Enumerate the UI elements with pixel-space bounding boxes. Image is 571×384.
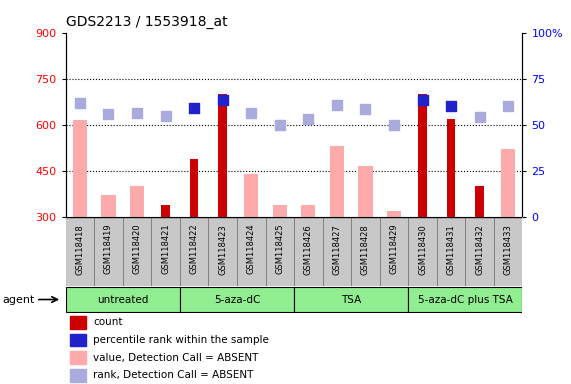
Bar bbox=[387, 211, 401, 217]
Text: rank, Detection Call = ABSENT: rank, Detection Call = ABSENT bbox=[93, 371, 254, 381]
Point bbox=[218, 97, 227, 103]
Bar bbox=[418, 94, 427, 217]
Point bbox=[104, 111, 113, 117]
Text: 5-aza-dC plus TSA: 5-aza-dC plus TSA bbox=[418, 295, 513, 305]
Point bbox=[304, 116, 313, 122]
Point bbox=[247, 109, 256, 116]
Text: GSM118420: GSM118420 bbox=[132, 224, 142, 275]
Bar bbox=[219, 94, 227, 217]
Point bbox=[275, 122, 284, 128]
Text: TSA: TSA bbox=[341, 295, 361, 305]
FancyBboxPatch shape bbox=[66, 287, 180, 312]
FancyBboxPatch shape bbox=[294, 287, 408, 312]
Bar bbox=[501, 149, 515, 217]
Text: GSM118419: GSM118419 bbox=[104, 224, 113, 275]
Text: GDS2213 / 1553918_at: GDS2213 / 1553918_at bbox=[66, 15, 227, 29]
Text: agent: agent bbox=[3, 295, 35, 305]
Text: GSM118433: GSM118433 bbox=[504, 224, 513, 275]
Bar bbox=[162, 205, 170, 217]
Text: percentile rank within the sample: percentile rank within the sample bbox=[93, 335, 269, 345]
Point bbox=[75, 100, 85, 106]
Bar bbox=[475, 186, 484, 217]
Point bbox=[132, 109, 142, 116]
Text: GSM118418: GSM118418 bbox=[75, 224, 85, 275]
Point bbox=[161, 113, 170, 119]
Text: GSM118424: GSM118424 bbox=[247, 224, 256, 275]
Bar bbox=[73, 120, 87, 217]
Point bbox=[447, 103, 456, 109]
Point bbox=[475, 114, 484, 120]
Text: GSM118423: GSM118423 bbox=[218, 224, 227, 275]
Text: GSM118425: GSM118425 bbox=[275, 224, 284, 275]
Point bbox=[389, 122, 399, 128]
Bar bbox=[330, 146, 344, 217]
Bar bbox=[244, 174, 258, 217]
Text: GSM118426: GSM118426 bbox=[304, 224, 313, 275]
Point bbox=[418, 97, 427, 103]
Text: GSM118421: GSM118421 bbox=[161, 224, 170, 275]
Text: GSM118422: GSM118422 bbox=[190, 224, 199, 275]
Text: 5-aza-dC: 5-aza-dC bbox=[214, 295, 260, 305]
Bar bbox=[70, 369, 86, 382]
Point bbox=[332, 102, 341, 108]
Point bbox=[190, 105, 199, 111]
Bar bbox=[190, 159, 199, 217]
Bar bbox=[273, 205, 287, 217]
FancyBboxPatch shape bbox=[180, 287, 294, 312]
Point bbox=[361, 106, 370, 113]
Bar bbox=[301, 205, 315, 217]
Text: count: count bbox=[93, 317, 123, 327]
Text: GSM118430: GSM118430 bbox=[418, 224, 427, 275]
Bar bbox=[359, 166, 372, 217]
Text: GSM118432: GSM118432 bbox=[475, 224, 484, 275]
Text: GSM118427: GSM118427 bbox=[332, 224, 341, 275]
FancyBboxPatch shape bbox=[408, 287, 522, 312]
Point bbox=[504, 103, 513, 109]
Bar bbox=[102, 195, 116, 217]
Text: GSM118431: GSM118431 bbox=[447, 224, 456, 275]
Text: untreated: untreated bbox=[97, 295, 148, 305]
Bar bbox=[70, 316, 86, 329]
Text: GSM118428: GSM118428 bbox=[361, 224, 370, 275]
Bar bbox=[70, 334, 86, 346]
Text: GSM118429: GSM118429 bbox=[389, 224, 399, 275]
Text: value, Detection Call = ABSENT: value, Detection Call = ABSENT bbox=[93, 353, 259, 363]
Bar bbox=[70, 351, 86, 364]
Bar bbox=[447, 119, 456, 217]
Bar bbox=[130, 186, 144, 217]
